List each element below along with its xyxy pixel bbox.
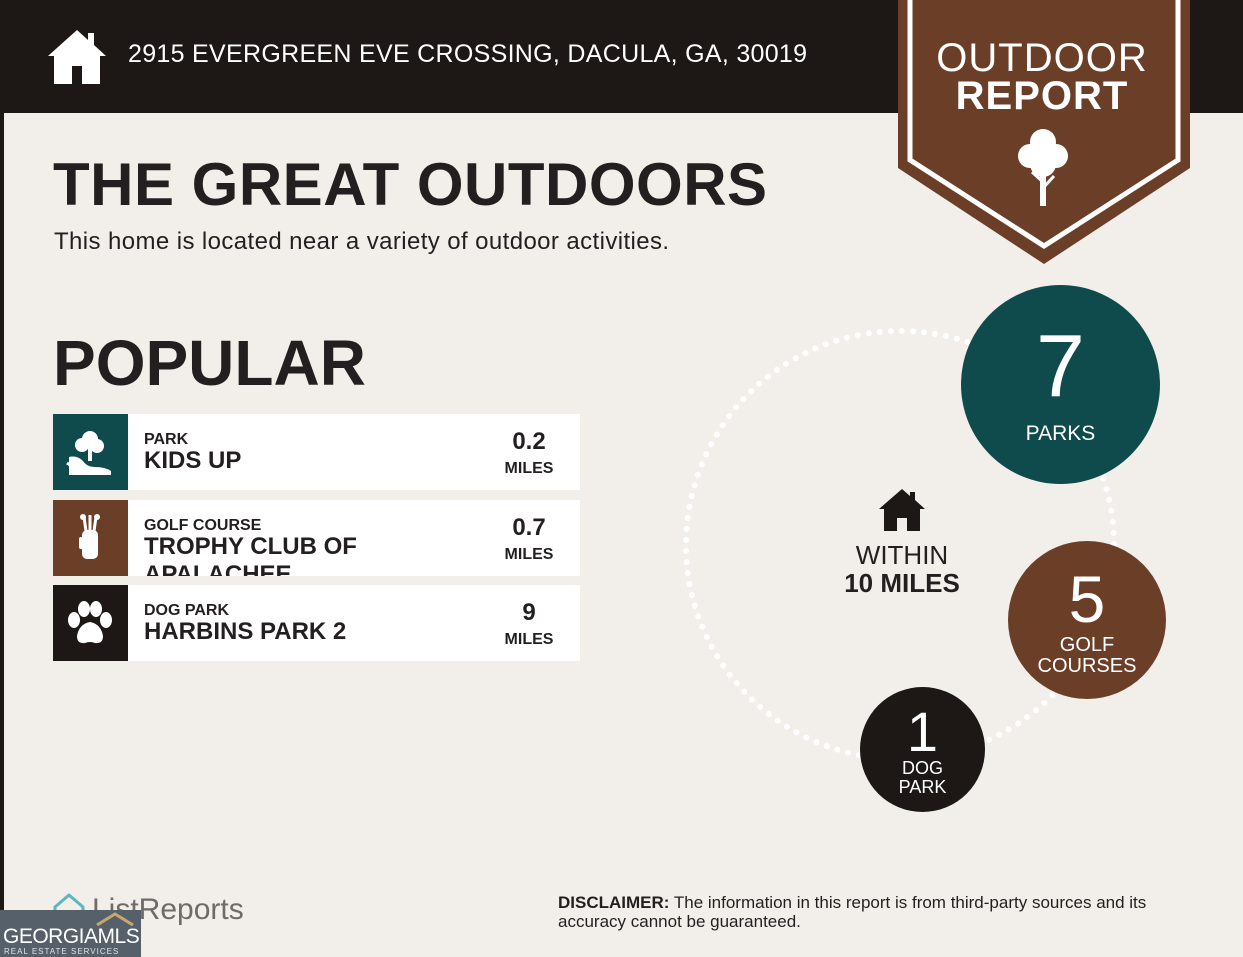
parks-count-circle: 7 PARKS — [961, 285, 1160, 484]
radius-label-line1: WITHIN — [855, 540, 949, 570]
watermark-tagline: REAL ESTATE SERVICES — [4, 947, 120, 956]
page-title: THE GREAT OUTDOORS — [53, 151, 768, 218]
parks-count: 7 — [1036, 316, 1085, 415]
popular-item-golf-course: GOLF COURSE TROPHY CLUB OF APALACHEE 0.7… — [53, 500, 580, 576]
popular-item-unit: MILES — [504, 546, 554, 563]
parks-label: PARKS — [1025, 422, 1096, 445]
golf-label: GOLF COURSES — [1008, 635, 1166, 677]
page-subtitle: This home is located near a variety of o… — [54, 228, 670, 255]
popular-item-distance: 0.7 — [512, 514, 546, 541]
popular-item-category: PARK — [144, 431, 189, 448]
popular-item-unit: MILES — [504, 631, 554, 648]
dog-park-label-line2: PARK — [898, 777, 947, 797]
park-icon-box — [53, 414, 128, 490]
popular-item-distance: 9 — [522, 599, 536, 626]
popular-item-unit: MILES — [504, 460, 554, 477]
dog-park-label-line1: DOG — [901, 758, 943, 778]
dog-park-count-circle: 1 DOG PARK — [860, 687, 985, 812]
popular-item-category: GOLF COURSE — [144, 517, 262, 534]
dog-park-count: 1 — [906, 700, 939, 763]
radius-label-line2: 10 MILES — [844, 568, 960, 598]
golf-label-line2: COURSES — [1037, 655, 1137, 677]
popular-item-name: TROPHY CLUB OF APALACHEE — [144, 533, 357, 576]
paw-icon — [68, 601, 112, 644]
disclaimer-label: DISCLAIMER: — [558, 893, 670, 912]
georgia-mls-watermark: GEORGIAMLS REAL ESTATE SERVICES — [0, 910, 141, 957]
disclaimer: DISCLAIMER: The information in this repo… — [558, 893, 1218, 931]
roof-icon — [96, 912, 134, 926]
watermark-name: GEORGIAMLS — [3, 925, 140, 948]
popular-item-distance: 0.2 — [512, 428, 546, 455]
golf-bag-icon — [79, 514, 100, 559]
popular-item-name: KIDS UP — [144, 447, 242, 474]
popular-item-park: PARK KIDS UP 0.2 MILES — [53, 414, 580, 490]
popular-heading: POPULAR — [53, 327, 366, 399]
golf-count-circle: 5 GOLF COURSES — [1008, 541, 1166, 699]
dog-park-label: DOG PARK — [860, 759, 985, 797]
badge-title-line1: OUTDOOR — [936, 36, 1148, 80]
popular-item-name: HARBINS PARK 2 — [144, 618, 347, 645]
tree-icon — [1018, 129, 1068, 206]
park-icon — [66, 431, 111, 475]
popular-item-dog-park: DOG PARK HARBINS PARK 2 9 MILES — [53, 585, 580, 661]
property-address: 2915 EVERGREEN EVE CROSSING, DACULA, GA,… — [128, 40, 808, 68]
dog-park-icon-box — [53, 585, 128, 661]
disclaimer-text: The information in this report is from t… — [558, 893, 1147, 931]
home-icon — [48, 30, 106, 84]
golf-count: 5 — [1068, 562, 1106, 636]
golf-icon-box — [53, 500, 128, 576]
home-icon — [879, 489, 925, 531]
popular-item-category: DOG PARK — [144, 602, 230, 619]
badge-title-line2: REPORT — [955, 74, 1129, 118]
left-border — [0, 0, 4, 957]
golf-label-line1: GOLF — [1059, 634, 1115, 656]
